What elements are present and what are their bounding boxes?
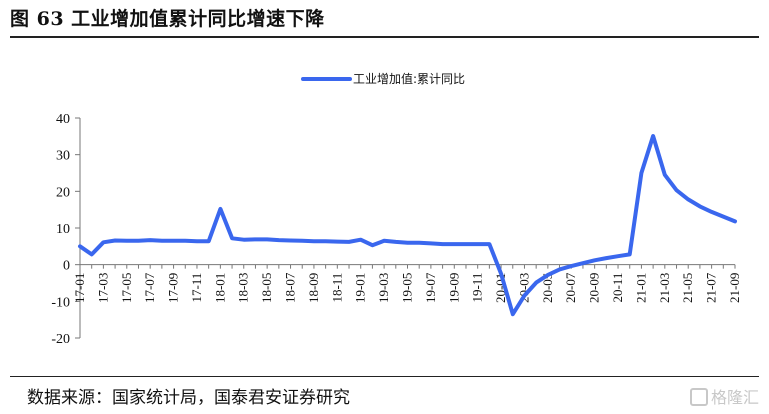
chart-series <box>78 134 737 317</box>
x-tick-label: 21-09 <box>727 273 742 303</box>
x-tick-label: 17-05 <box>119 273 134 303</box>
y-tick-label: 10 <box>56 222 70 237</box>
watermark: 格隆汇 <box>689 384 759 408</box>
y-tick-label: 30 <box>56 149 70 164</box>
source-note: 数据来源：国家统计局，国泰君安证券研究 <box>27 388 350 408</box>
figure-title: 图 63 工业增加值累计同比增速下降 <box>10 8 325 30</box>
source-divider <box>10 376 759 377</box>
x-tick-label: 18-11 <box>329 273 344 303</box>
x-tick-label: 21-05 <box>680 273 695 303</box>
x-tick-label: 21-07 <box>704 272 719 303</box>
y-tick-label: 0 <box>63 259 70 274</box>
x-tick-label: 19-05 <box>400 273 415 303</box>
x-tick-label: 20-05 <box>540 273 555 303</box>
watermark-text: 格隆汇 <box>710 388 759 407</box>
x-tick-label: 17-11 <box>189 273 204 303</box>
x-tick-label: 19-01 <box>353 273 368 303</box>
y-tick-label: -20 <box>51 332 70 347</box>
x-tick-label: 18-07 <box>283 272 298 303</box>
x-tick-label: 20-11 <box>610 273 625 303</box>
y-tick-label: 40 <box>56 112 70 127</box>
x-tick-label: 19-07 <box>423 272 438 303</box>
x-tick-label: 17-07 <box>142 272 157 303</box>
line-chart: -20 -10 0 10 20 30 40 17-01 17-03 17-05 17-07 17-09… <box>51 71 742 347</box>
x-tick-label: 18-09 <box>306 273 321 303</box>
x-tick-label: 20-07 <box>563 272 578 303</box>
chart-legend: 工业增加值:累计同比 <box>301 71 465 86</box>
title-divider <box>10 36 759 38</box>
x-tick-label: 21-03 <box>657 273 672 303</box>
x-tick-label: 17-03 <box>95 273 110 303</box>
x-tick-label: 18-05 <box>259 273 274 303</box>
x-tick-label: 19-09 <box>446 273 461 303</box>
x-tick-label: 17-01 <box>72 273 87 303</box>
x-tick-label: 20-03 <box>516 273 531 303</box>
x-tick-label: 20-09 <box>587 273 602 303</box>
x-tick-label: 19-11 <box>470 273 485 303</box>
x-tick-label: 19-03 <box>376 273 391 303</box>
x-tick-label: 17-09 <box>166 273 181 303</box>
x-tick-label: 18-01 <box>212 273 227 303</box>
watermark-logo-icon <box>689 388 708 406</box>
series-line <box>78 134 737 317</box>
legend-label: 工业增加值:累计同比 <box>353 71 465 86</box>
x-tick-label: 21-01 <box>633 273 648 303</box>
y-tick-label: 20 <box>56 185 70 200</box>
y-tick-label: -10 <box>51 295 70 310</box>
x-tick-label: 18-03 <box>236 273 251 303</box>
chart-axes: -20 -10 0 10 20 30 40 17-01 17-03 17-05 17-07 17-09… <box>51 112 742 347</box>
